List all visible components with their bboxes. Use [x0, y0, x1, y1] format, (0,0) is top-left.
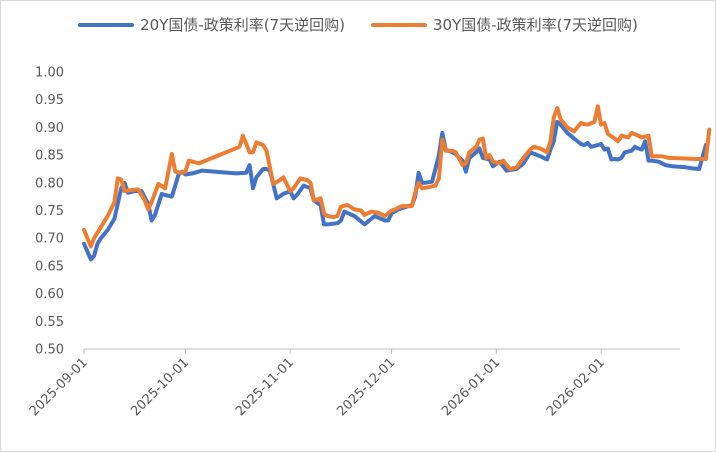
x-tick-label: 2025-09-01: [27, 355, 91, 419]
x-tick-label: 2025-10-01: [128, 355, 192, 419]
legend-swatch-20y: [78, 22, 135, 27]
y-tick-label: 0.90: [35, 121, 64, 136]
series-line-20y: [82, 119, 708, 262]
y-tick-label: 1.00: [35, 66, 64, 81]
y-tick-label: 0.60: [35, 287, 64, 302]
y-tick-label: 0.70: [35, 232, 64, 247]
y-tick-label: 0.80: [35, 176, 64, 191]
y-tick-label: 0.75: [35, 204, 64, 219]
y-tick-label: 0.55: [35, 315, 64, 330]
y-tick-label: 0.95: [35, 93, 64, 108]
legend-swatch-30y: [371, 22, 427, 27]
series-line-30y: [82, 104, 712, 249]
legend-item-30y: 30Y国债-政策利率(7天逆回购): [371, 14, 638, 35]
legend-item-20y: 20Y国债-政策利率(7天逆回购): [78, 14, 345, 35]
legend: 20Y国债-政策利率(7天逆回购) 30Y国债-政策利率(7天逆回购): [0, 14, 716, 35]
y-tick-label: 0.65: [35, 259, 64, 274]
x-tick-label: 2025-12-01: [334, 355, 398, 419]
x-tick-label: 2026-01-01: [439, 355, 503, 419]
y-tick-label: 0.50: [35, 343, 64, 358]
x-tick-label: 2026-02-01: [544, 355, 608, 419]
x-tick-label: 2025-11-01: [233, 355, 297, 419]
legend-label-20y: 20Y国债-政策利率(7天逆回购): [140, 16, 345, 34]
legend-label-30y: 30Y国债-政策利率(7天逆回购): [433, 16, 638, 34]
y-tick-label: 0.85: [35, 149, 64, 164]
